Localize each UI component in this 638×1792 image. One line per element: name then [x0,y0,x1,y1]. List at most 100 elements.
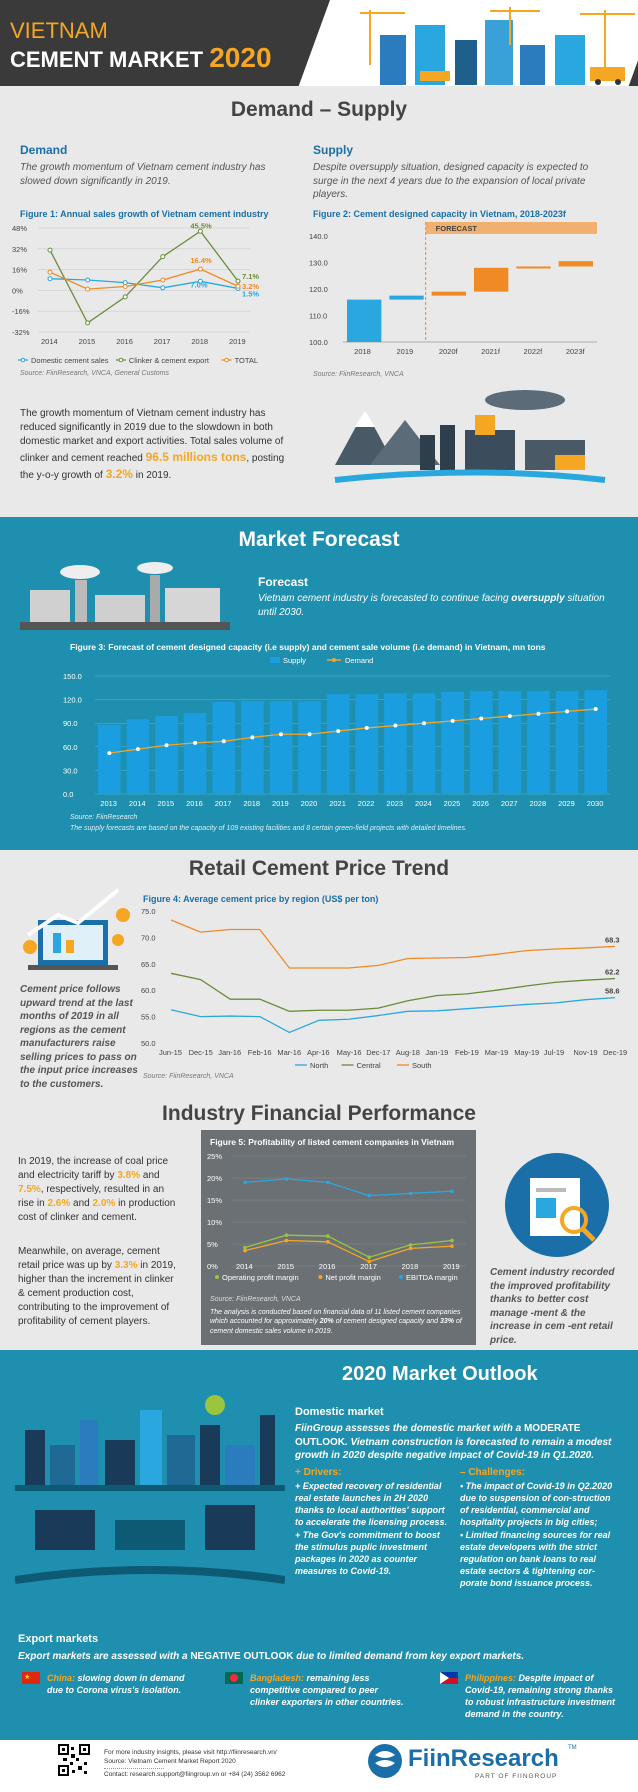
fig5-x-tick: 2018 [402,1262,419,1271]
fig3-demand-point [479,716,484,721]
fig3-demand-point [565,709,570,714]
footer-info: For more industry insights, please visit… [104,1748,285,1779]
footer-contact[interactable]: Contact: research.support@fiingroup.vn o… [104,1770,286,1778]
fig3-supply-bar [326,694,350,794]
fig4-title: Figure 4: Average cement price by region… [143,894,379,904]
drivers-list: + Expected recovery of residential real … [295,1480,450,1577]
brand-tagline: PART OF FIINGROUP [475,1773,558,1780]
domestic-outlook-highlight: MODERATE OUTLOOK [295,1423,581,1448]
fig3-demand-point [278,732,283,737]
driver-item: + The Gov's commitment to boost the stim… [295,1529,440,1576]
fig5-series-line [244,1178,453,1197]
fig1-legend-label: Domestic cement sales [31,356,109,365]
fig4-y-tick: 60.0 [141,986,156,995]
china-flag-icon: ★ [22,1672,40,1684]
fig3-x-tick: 2030 [587,799,604,808]
challenges-heading: – Challenges: [460,1467,526,1478]
fig1-x-tick: 2017 [154,337,171,346]
fig1-data-label: 1.5% [242,289,259,298]
fig5-legend-label: Operating profit margin [222,1273,299,1282]
fig4-x-tick: Nov-19 [573,1048,597,1057]
fig3-x-tick: 2029 [558,799,575,808]
fig3-demand-point [364,725,369,730]
fig4-x-tick: Apr-16 [307,1048,330,1057]
fig5-point [284,1238,289,1243]
forecast-text: Vietnam cement industry is forecasted to… [258,592,618,619]
fig5-legend-label: EBITDA margin [406,1273,458,1282]
fig3-x-tick: 2019 [272,799,289,808]
fig1-x-tick: 2015 [79,337,96,346]
fig5-point [367,1255,371,1259]
fig5-note: The analysis is conducted based on finan… [210,1308,472,1336]
fig2-bar [558,261,593,267]
industrial-plant-illustration [20,562,230,630]
retail-title: Retail Cement Price Trend [188,857,450,880]
price-growth-illustration [23,888,130,970]
forecast-text-b: oversupply [511,593,565,604]
fig1-y-tick: 0% [12,286,23,295]
fig5-x-tick: 2014 [236,1262,253,1271]
fin-p1-h3: 2.6% [47,1198,71,1209]
fig4-series-line [170,972,616,1012]
fig4-legend-label: South [412,1061,432,1070]
export-text-b: due to limited demand from key export ma… [293,1651,525,1662]
fig3-demand-point [164,743,169,748]
fin-p2-a: Meanwhile, on average, cement retail pri… [18,1246,160,1271]
fig5-point [408,1246,413,1251]
fig3-demand-point [507,714,512,719]
fig3-x-tick: 2018 [243,799,260,808]
fig3-x-tick: 2016 [186,799,203,808]
fig1-x-tick: 2019 [229,337,246,346]
fig1-y-tick: -16% [12,307,30,316]
fig1-point [197,228,203,234]
fig2-bar [431,291,466,296]
fig3-supply-bar [98,724,121,794]
demand-supply-title: Demand – Supply [230,98,408,121]
domestic-text: FiinGroup assesses the domestic market w… [295,1422,620,1463]
qr-code-icon[interactable] [58,1744,90,1776]
fig2-y-tick: 130.0 [309,259,328,268]
fig3-demand-point [393,723,398,728]
fig5-point [450,1244,454,1248]
fig4-x-tick: May-19 [514,1048,539,1057]
challenge-item: • Limited financing sources for real est… [460,1529,611,1589]
fig3-legend-supply: Supply [283,656,306,665]
country-philippines: Philippines: Despite impact of Covid-19,… [465,1672,620,1721]
fig5-point [367,1193,371,1198]
footer-visit-link[interactable]: For more industry insights, please visit… [104,1749,277,1756]
fig1-legend-marker [20,357,26,363]
fig3-supply-bar [584,690,607,794]
fig4-series-line [170,919,616,969]
export-text: Export markets are assessed with a NEGAT… [18,1650,618,1664]
fig4-x-tick: May-16 [337,1048,362,1057]
fin-p2-h: 3.3% [114,1260,138,1271]
fig2-x-tick: 2022f [524,347,544,356]
cement-factory-illustration [334,390,606,483]
fig5-panel [201,1130,476,1345]
country-philippines-text: Despite impact of Covid-19, remaining st… [465,1673,616,1720]
fig2-x-tick: 2018 [354,347,371,356]
fig4-x-tick: Jan-16 [218,1048,241,1057]
fig5-y-tick: 10% [207,1218,222,1227]
fig1-data-label: 7.1% [242,272,259,281]
fig1-series-line [49,278,239,290]
fig3-legend-demand: Demand [345,656,373,665]
fig3-demand-point [135,747,140,752]
country-bangladesh: Bangladesh: remaining less competitive c… [250,1672,405,1708]
fig5-x-tick: 2017 [360,1262,377,1271]
fig5-y-tick: 25% [207,1152,222,1161]
forecast-heading: Forecast [258,575,309,589]
fig3-supply-bar [384,693,407,794]
fig3-demand-point [250,735,255,740]
fig2-title: Figure 2: Cement designed capacity in Vi… [313,209,566,219]
fig1-point [47,269,53,275]
forecast-text-a: Vietnam cement industry is forecasted to… [258,593,512,604]
fig3-supply-bar [241,701,264,794]
fig4-y-tick: 55.0 [141,1013,156,1022]
fig3-y-tick: 120.0 [63,696,82,705]
analytics-report-illustration [505,1153,609,1257]
fig4-x-tick: Dec-19 [603,1048,627,1057]
fig3-x-tick: 2017 [215,799,232,808]
fig5-x-tick: 2016 [319,1262,336,1271]
supply-text: Despite oversupply situation, designed c… [313,162,589,200]
